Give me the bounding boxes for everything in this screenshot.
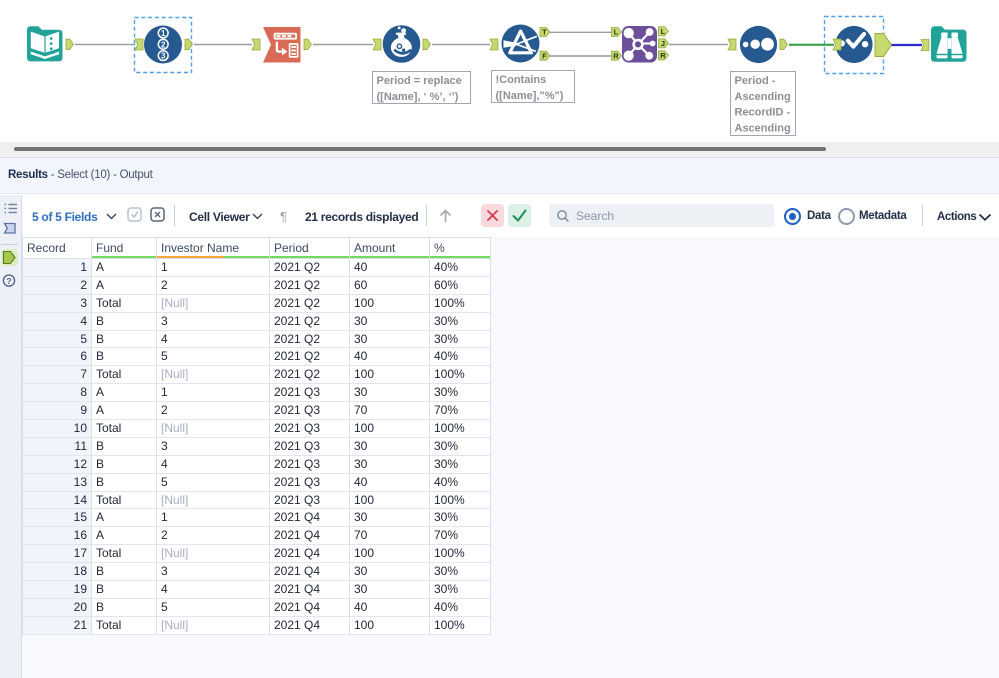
svg-text:F: F [542,51,547,60]
svg-text:R: R [660,51,666,60]
svg-text:1: 1 [161,29,166,38]
svg-text:J: J [661,39,665,48]
svg-text:Ascending: Ascending [735,91,791,103]
svg-text:([Name], ‘ %’, ‘’): ([Name], ‘ %’, ‘’) [377,91,459,103]
svg-text:([Name],"%"): ([Name],"%") [496,90,564,102]
svg-text:?: ? [6,276,11,286]
svg-text:!Contains: !Contains [496,74,547,86]
svg-text:3: 3 [161,52,166,61]
svg-text:Ascending: Ascending [735,122,791,134]
svg-text:T: T [542,28,547,37]
svg-text:R: R [613,51,619,60]
svg-text:RecordID -: RecordID - [735,107,791,119]
svg-text:2: 2 [161,40,166,49]
svg-text:L: L [661,27,666,36]
svg-text:L: L [614,28,619,37]
svg-text:Period -: Period - [735,75,776,87]
svg-text:Period = replace: Period = replace [377,75,462,87]
